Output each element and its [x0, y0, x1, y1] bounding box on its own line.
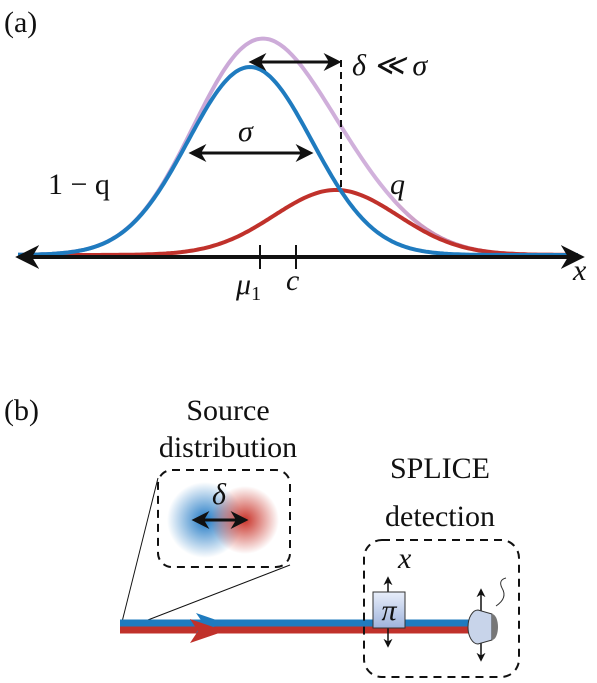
mu-sub: 1 [251, 283, 261, 305]
detector-back [492, 614, 498, 640]
detector-cable [495, 577, 507, 607]
axis-label: x [572, 254, 587, 287]
delta-relation: δ ≪ σ [352, 49, 428, 82]
c-label: c [286, 264, 299, 297]
pi-label: π [381, 594, 397, 627]
zoom-line [121, 477, 159, 623]
panel-label: (b) [4, 394, 39, 427]
mu-label: μ1 [235, 268, 261, 305]
blue-curve [18, 64, 578, 257]
pi-plate [372, 591, 406, 629]
zoom-line [121, 564, 291, 631]
beam-arrow [190, 619, 225, 643]
x-label: x [397, 542, 412, 575]
source-title: Source [186, 394, 269, 427]
detection-box [363, 539, 520, 678]
detection-title: SPLICE [390, 452, 490, 485]
right-weight: q [390, 168, 405, 201]
mu: μ [235, 268, 251, 301]
left-weight: 1 − q [48, 168, 110, 201]
detector [467, 609, 493, 645]
source-title: distribution [159, 431, 297, 464]
detection-title: detection [385, 500, 495, 533]
sum-curve [18, 36, 578, 257]
panel-label: (a) [4, 6, 37, 39]
sigma-label: σ [238, 115, 254, 148]
delta-label: δ [212, 478, 227, 511]
source-box [157, 469, 291, 568]
